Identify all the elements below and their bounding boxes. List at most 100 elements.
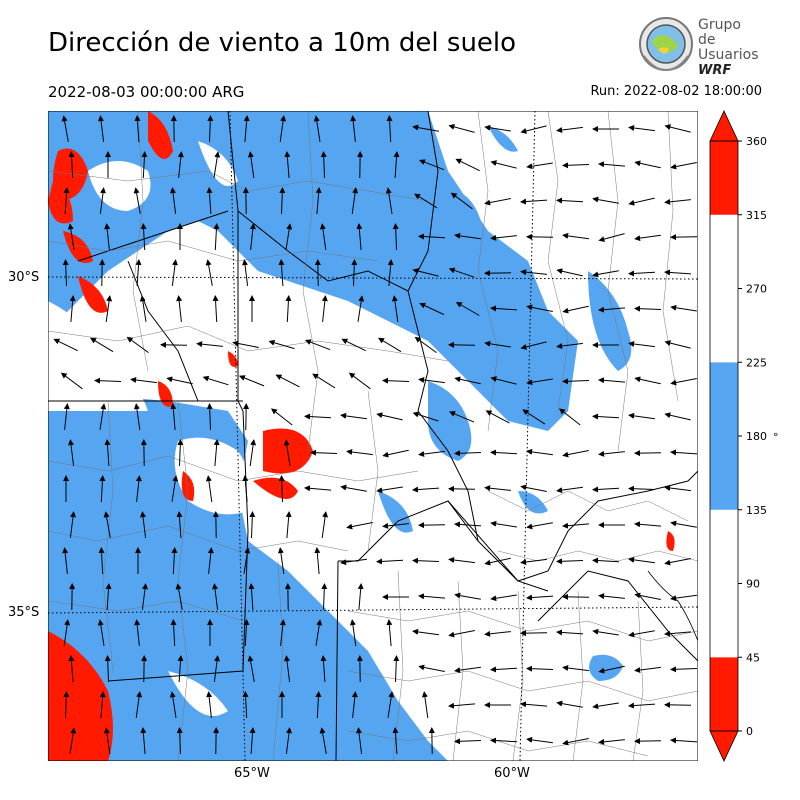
wind-vector [454,232,481,240]
wind-vector [171,547,178,575]
wind-vector [340,558,367,566]
wind-vector [664,412,691,421]
wind-vector [526,594,554,601]
logo-line-2: Usuarios [698,47,759,63]
wind-vector [412,411,439,422]
wind-vector [454,521,482,528]
wind-vector [99,475,106,503]
wind-vector [526,522,553,530]
wind-vector [376,558,404,565]
wind-vector [454,738,482,745]
wind-vector [391,295,399,322]
wind-vector [450,192,473,210]
wind-vector [319,223,327,250]
wind-vector [315,619,323,646]
wind-vector [520,125,547,134]
wind-vector [242,691,249,719]
wind-vector [170,619,177,647]
wind-vector [63,403,70,430]
wind-vector [520,198,548,205]
wind-vector [67,223,75,250]
wind-vector [526,378,553,386]
wind-vector [315,691,322,719]
wind-vector [206,187,213,215]
wind-vector [598,593,625,600]
wind-vector [664,198,691,205]
wind-vector [386,619,393,647]
wind-vector [285,223,293,250]
wind-vector [69,727,77,754]
wind-vector [418,450,445,457]
wind-vector [348,372,371,390]
wind-vector [243,115,250,143]
wind-vector [205,259,213,286]
wind-vector [351,259,358,287]
wind-vector [212,583,219,610]
colorbar-tick-label: 90 [746,578,760,591]
wind-vector [490,305,518,312]
wind-vector [634,160,661,169]
wind-vector [357,295,365,322]
graticule [48,111,698,761]
wind-vector [412,268,439,277]
wind-vector [490,449,518,456]
wind-vector [313,115,321,142]
wind-vector [378,337,402,353]
wind-vector [176,511,183,539]
wind-vector [455,158,480,172]
map-title: Dirección de viento a 10m del suelo [48,28,517,58]
wind-vector [135,259,142,287]
colorbar-segment [710,509,738,658]
wind-vector [141,151,148,179]
wind-vector [592,413,620,420]
colorbar-tick-label: 45 [746,651,760,664]
wind-vector [238,375,265,387]
colorbar-ticks: 0 45 90 135 180 225 270 315 360 [738,135,767,738]
wind-vector [490,234,517,241]
wind-vector [356,727,363,754]
wind-vector [414,336,437,354]
wind-vector [279,187,286,215]
wind-vector [418,664,445,672]
wind-vector [490,594,517,602]
colorbar-tick-label: 225 [746,356,767,369]
wind-vector [393,151,400,179]
wind-vector [419,302,445,315]
wind-vector [321,583,328,611]
wind-vector [248,583,255,611]
wind-vector [592,486,620,493]
colorbar-segments [709,110,739,762]
coastline [647,570,698,642]
wind-vector [205,475,213,502]
wind-vector [320,655,327,683]
wind-vector [249,223,256,250]
wind-vector [484,557,511,566]
wind-vector [134,619,141,646]
wind-vector [628,702,656,709]
wind-vector [670,378,697,386]
wind-vector [664,630,692,637]
wind-vector [68,439,75,466]
wind-vector [559,408,581,426]
wind-vector [207,115,214,143]
wind-vector [103,511,111,538]
wind-vector [562,665,589,672]
wind-vector [670,666,698,673]
wind-vector [562,738,589,746]
wind-vector [485,410,510,424]
wind-vector [598,161,626,168]
lon-label-60w: 60°W [494,766,530,781]
wind-vector [60,372,83,390]
wind-vector [315,187,322,215]
wind-vector [98,115,105,142]
wind-vector [392,223,399,251]
wind-vector [177,655,184,683]
transition-area [48,141,336,716]
wind-vector [520,341,547,350]
wind-vector [670,304,697,312]
wind-vector [170,187,177,214]
wind-vector [319,727,327,754]
wind-vector [628,556,655,564]
colorbar-top-extension [709,110,739,142]
wind-vector [484,630,511,637]
